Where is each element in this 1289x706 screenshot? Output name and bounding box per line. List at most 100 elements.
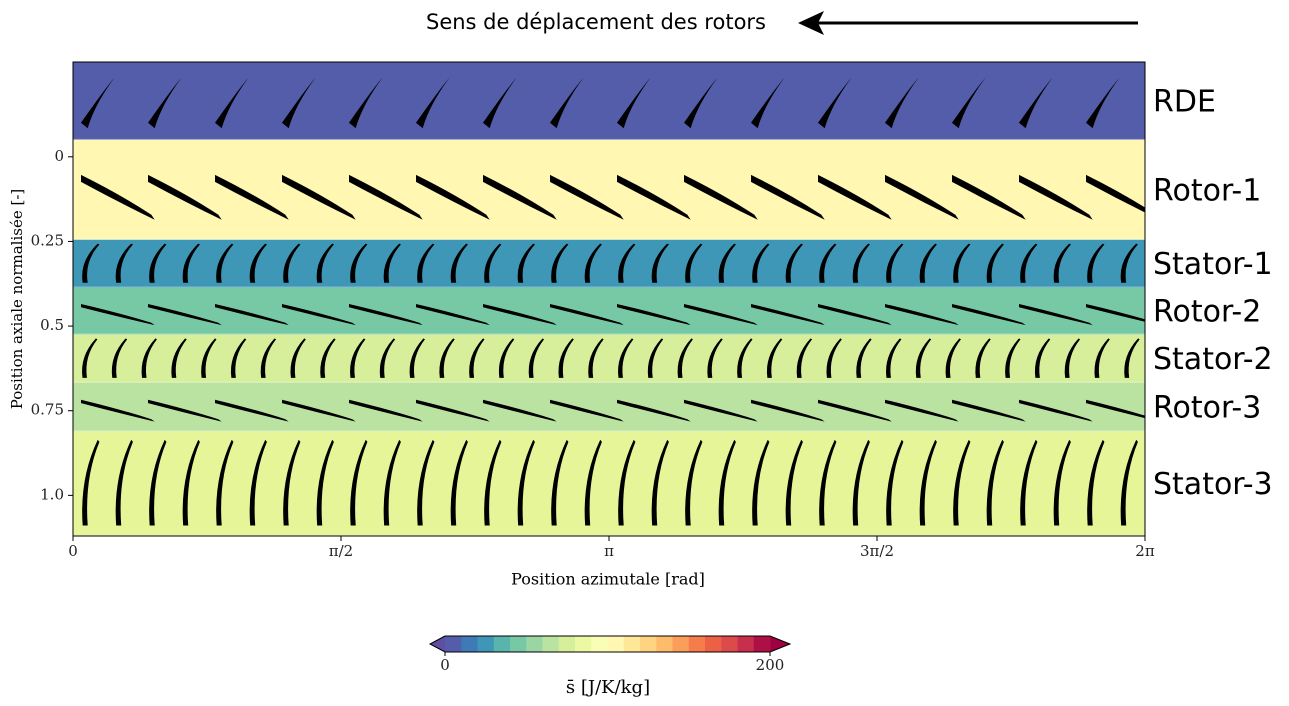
blade: [149, 243, 167, 283]
blade: [1120, 243, 1138, 283]
blade-row: [81, 77, 1120, 129]
blade: [1005, 338, 1021, 378]
blade: [684, 399, 758, 422]
y-tick-label: 0.25: [31, 231, 64, 249]
blade: [886, 243, 904, 283]
colorbar-bin: [575, 636, 592, 652]
blade: [115, 439, 133, 526]
blade: [785, 243, 803, 283]
blade: [885, 77, 919, 129]
blade: [171, 338, 187, 378]
y-tick-label: 1.0: [40, 485, 64, 503]
entropy-zone: [73, 139, 1145, 240]
blade: [1053, 243, 1071, 283]
blade: [752, 439, 770, 526]
blade: [952, 303, 1026, 326]
blade: [517, 243, 535, 283]
blade: [417, 243, 435, 283]
blade: [751, 303, 825, 326]
colorbar-bin: [688, 636, 706, 652]
colorbar-bin: [721, 636, 738, 652]
blade: [149, 439, 167, 526]
blade: [818, 399, 892, 422]
colorbar-bin: [753, 636, 771, 652]
colorbar-bin: [737, 636, 755, 652]
y-axis-label: Position axiale normalisée [-]: [8, 189, 26, 410]
blade: [953, 243, 971, 283]
row-label: Stator-2: [1153, 342, 1273, 377]
blade: [249, 243, 267, 283]
colorbar-bin: [558, 636, 576, 652]
colorbar-bin: [542, 636, 560, 652]
blade: [647, 338, 664, 378]
colorbar-bin: [526, 636, 543, 652]
colorbar-bin: [591, 636, 608, 652]
blade: [818, 174, 892, 220]
blade: [885, 399, 959, 422]
blade: [752, 243, 770, 283]
blade: [953, 439, 971, 526]
blade: [785, 439, 803, 526]
blade: [826, 338, 842, 378]
blade: [684, 303, 758, 326]
x-tick-label: π: [604, 542, 614, 560]
blade: [379, 338, 396, 378]
blade: [856, 338, 872, 378]
blade: [1034, 338, 1051, 378]
colorbar-bin: [445, 636, 462, 652]
blade: [677, 338, 693, 378]
blade: [282, 174, 356, 220]
blade: [82, 338, 98, 378]
blade: [283, 243, 301, 283]
blade: [584, 439, 602, 526]
blade: [819, 439, 837, 526]
blade: [249, 439, 267, 526]
blade: [707, 338, 723, 378]
blade: [111, 338, 128, 378]
blade: [751, 399, 825, 422]
colorbar-bin: [510, 636, 527, 652]
blade-row: [82, 338, 1140, 378]
blade: [1019, 174, 1093, 220]
row-label: Rotor-2: [1153, 295, 1261, 330]
entropy-zone: [73, 431, 1145, 536]
blade: [483, 399, 557, 422]
entropy-zone: [73, 334, 1145, 383]
blade: [1020, 439, 1038, 526]
blade: [945, 338, 961, 378]
blade: [349, 174, 423, 220]
blade: [283, 439, 301, 526]
blade: [215, 174, 289, 220]
blade: [796, 338, 813, 378]
blade: [1086, 399, 1145, 419]
blade: [528, 338, 545, 378]
entropy-zone: [73, 62, 1145, 140]
y-tick-label: 0.5: [40, 316, 64, 334]
row-label: Stator-1: [1153, 247, 1273, 282]
colorbar-tick-label: 200: [756, 656, 785, 674]
blade: [1019, 303, 1093, 326]
blade: [617, 77, 651, 129]
blade: [1053, 439, 1071, 526]
blade: [483, 174, 557, 220]
row-label: Rotor-3: [1153, 391, 1261, 426]
colorbar-under: [430, 636, 445, 652]
blade: [182, 243, 200, 283]
blade: [975, 338, 991, 378]
colorbar-over: [770, 636, 790, 652]
blade: [766, 338, 783, 378]
y-tick-label: 0.75: [31, 401, 64, 419]
blade: [148, 303, 222, 326]
blade: [885, 174, 959, 220]
entropy-zone: [73, 382, 1145, 432]
blade: [751, 77, 785, 129]
entropy-zone: [73, 239, 1145, 288]
blade: [986, 439, 1004, 526]
blade: [148, 399, 222, 422]
blade: [617, 399, 691, 422]
blade: [737, 338, 753, 378]
blade-row: [82, 439, 1138, 526]
blade: [1087, 439, 1105, 526]
x-tick-label: 2π: [1135, 542, 1155, 560]
